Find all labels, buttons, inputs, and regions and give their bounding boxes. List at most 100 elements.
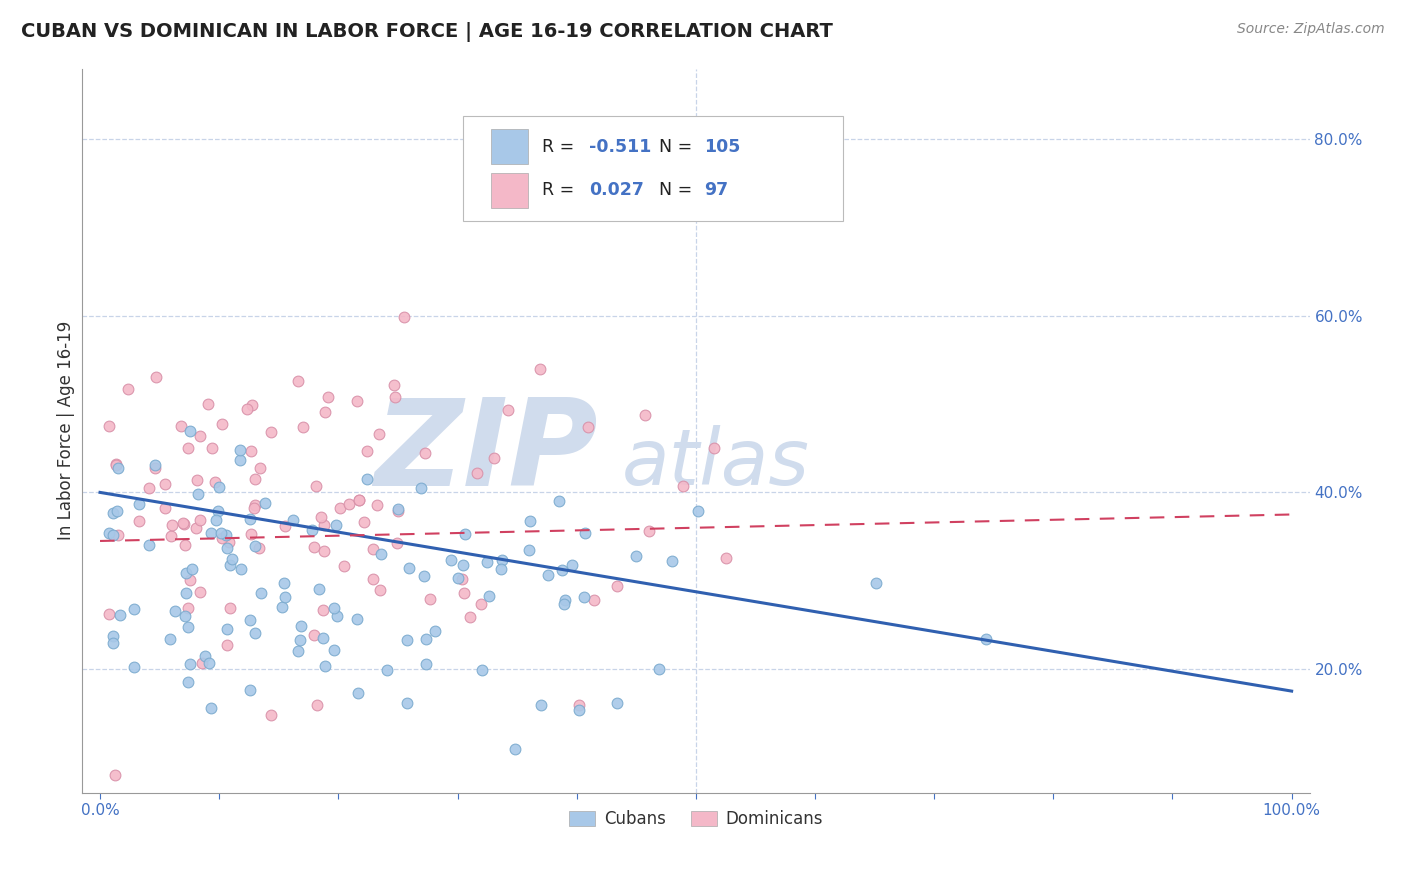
Point (547, 493, 569, 508)
Point (314, 659, 336, 673)
Point (396, 633, 419, 648)
Point (110, 608, 132, 623)
Point (312, 518, 335, 533)
Point (243, 498, 266, 512)
Point (188, 584, 211, 599)
Point (291, 419, 314, 434)
Point (243, 540, 266, 554)
Point (172, 516, 194, 531)
Point (471, 663, 494, 677)
Point (228, 453, 250, 467)
Point (332, 559, 354, 574)
Point (211, 417, 233, 431)
Point (323, 643, 346, 657)
Point (191, 656, 214, 670)
Point (283, 513, 305, 527)
FancyBboxPatch shape (491, 173, 527, 208)
Point (236, 402, 259, 417)
Point (138, 481, 160, 495)
Point (356, 443, 378, 458)
Point (530, 698, 553, 713)
Point (387, 504, 409, 518)
Point (217, 622, 239, 636)
Point (103, 528, 125, 542)
Point (107, 527, 129, 541)
Point (290, 619, 312, 633)
Point (316, 390, 339, 404)
Point (423, 624, 446, 639)
Point (363, 541, 385, 556)
Point (634, 408, 657, 422)
Point (105, 503, 128, 517)
Point (239, 682, 262, 697)
Point (647, 662, 669, 676)
Point (176, 441, 198, 455)
Point (260, 425, 283, 439)
Point (498, 403, 520, 417)
Point (415, 632, 437, 647)
Point (347, 492, 370, 507)
Point (384, 390, 406, 404)
Point (453, 585, 475, 599)
Point (314, 405, 336, 419)
Point (240, 443, 263, 458)
Point (582, 593, 605, 607)
Point (204, 513, 226, 527)
Point (122, 602, 145, 616)
Point (209, 526, 232, 541)
Point (240, 527, 263, 541)
Point (163, 604, 186, 618)
Point (458, 610, 481, 624)
Point (574, 526, 596, 541)
Point (301, 523, 323, 537)
Point (128, 497, 150, 511)
Point (505, 742, 527, 756)
Point (478, 589, 501, 603)
Point (101, 629, 124, 643)
Point (98, 526, 121, 541)
Point (370, 547, 392, 561)
Point (174, 586, 197, 600)
Point (186, 520, 208, 534)
Point (181, 561, 204, 575)
Point (249, 586, 271, 600)
Point (200, 526, 222, 541)
Point (323, 601, 346, 615)
Point (221, 552, 243, 566)
Point (304, 478, 326, 492)
Point (475, 555, 498, 569)
Point (177, 601, 200, 615)
Point (339, 498, 361, 512)
Text: 0.027: 0.027 (589, 181, 644, 199)
Point (672, 479, 695, 493)
Y-axis label: In Labor Force | Age 16-19: In Labor Force | Age 16-19 (58, 321, 75, 541)
Point (366, 498, 388, 512)
Point (174, 609, 197, 624)
Point (104, 458, 127, 472)
Point (353, 515, 375, 529)
Point (568, 703, 591, 717)
Point (107, 461, 129, 475)
Point (413, 568, 436, 582)
Point (489, 562, 512, 576)
Point (454, 526, 477, 541)
Point (145, 369, 167, 384)
Point (162, 518, 184, 533)
Point (470, 597, 492, 611)
Text: R =: R = (543, 137, 581, 156)
Point (160, 529, 183, 543)
Point (974, 632, 997, 647)
Point (239, 613, 262, 627)
Point (309, 509, 332, 524)
Point (288, 632, 311, 647)
Point (153, 476, 176, 491)
FancyBboxPatch shape (463, 116, 844, 220)
Point (176, 675, 198, 690)
Point (174, 566, 197, 580)
Point (197, 397, 219, 411)
Point (249, 461, 271, 475)
Point (188, 513, 211, 527)
Point (347, 493, 370, 508)
Point (105, 457, 128, 471)
Point (179, 657, 201, 671)
